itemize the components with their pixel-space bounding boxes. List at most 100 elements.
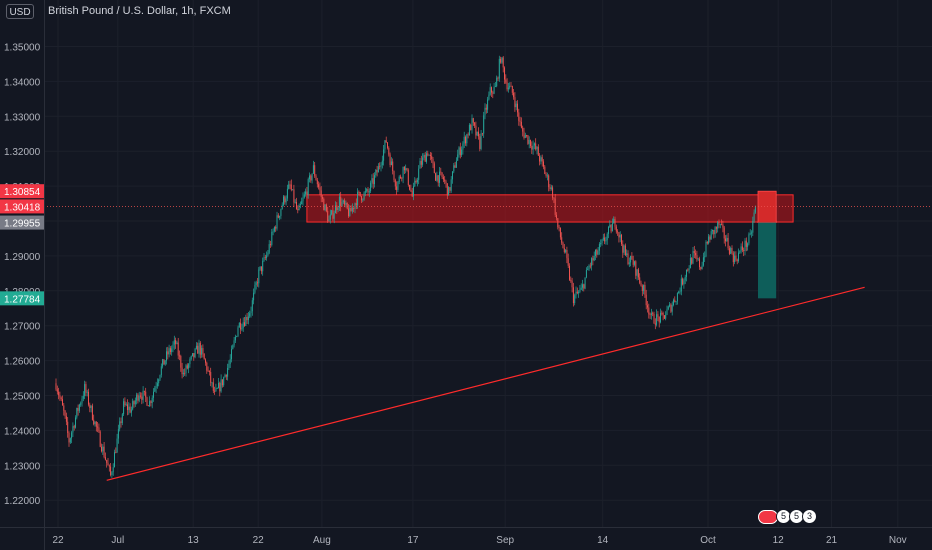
candle-body [474, 122, 476, 126]
candle-body [392, 161, 394, 172]
candle-body [485, 107, 487, 110]
resistance-zone[interactable] [306, 194, 794, 223]
candle-body [335, 205, 336, 214]
candle-body [91, 405, 93, 420]
candle-body [669, 304, 671, 307]
candle-body [55, 383, 57, 390]
candle-body [684, 276, 686, 281]
candle-body [307, 179, 309, 195]
candle-body [435, 173, 437, 181]
candle-body [734, 255, 736, 263]
resistance-zone-layer[interactable] [306, 194, 794, 223]
candle-body [433, 163, 435, 174]
candle-body [665, 314, 667, 319]
candle-body [604, 237, 606, 242]
candle-body [366, 189, 368, 192]
candle-body [393, 171, 395, 181]
candle-body [211, 382, 213, 384]
y-tick-label: 1.25000 [4, 392, 41, 403]
support-trendline[interactable] [106, 286, 865, 481]
candle-body [214, 390, 216, 392]
candle-body [643, 284, 645, 291]
candle-body [374, 175, 375, 185]
candle-body [691, 258, 693, 264]
candle-body [231, 349, 232, 360]
stop-loss-zone[interactable] [757, 190, 777, 223]
candle-body [69, 438, 71, 443]
candle-body [271, 231, 273, 245]
candle-body [683, 280, 685, 285]
candle-body [159, 375, 161, 380]
candle-body [394, 180, 396, 187]
currency-badge[interactable]: USD [6, 4, 34, 19]
candle-body [259, 266, 261, 270]
candle-body [674, 299, 676, 303]
candle-body [316, 180, 318, 185]
candle-body [712, 229, 713, 232]
price-label-text: 1.27784 [4, 294, 41, 305]
candle-body [199, 342, 201, 355]
y-tick-label: 1.29000 [4, 252, 41, 263]
candle-body [630, 255, 632, 263]
take-profit-zone[interactable] [758, 222, 777, 299]
x-tick-label: 13 [188, 535, 200, 546]
candle-body [168, 348, 170, 355]
candle-body [419, 160, 421, 169]
event-badge-3[interactable]: 3 [802, 509, 817, 524]
candle-body [123, 401, 125, 415]
candle-body [345, 202, 347, 205]
candle-body [475, 125, 477, 136]
candle-body [641, 285, 643, 291]
candle-body [537, 146, 539, 156]
y-tick-label: 1.34000 [4, 77, 41, 88]
candle-body [309, 175, 310, 180]
candle-body [359, 191, 361, 197]
candle-body [379, 166, 381, 168]
candle-body [636, 269, 638, 276]
candle-body [448, 187, 450, 196]
x-axis[interactable]: 22 Jul 13 22 Aug 17 Sep 14 Oct 12 21 Nov [52, 535, 906, 546]
x-tick-label: 22 [52, 535, 64, 546]
candle-body [77, 407, 79, 411]
candle-body [644, 284, 646, 295]
candle-body [556, 214, 557, 219]
candle-body [635, 261, 637, 276]
candle-body [452, 171, 453, 180]
candle-body [124, 401, 126, 406]
candle-body [608, 227, 609, 234]
candle-body [745, 240, 747, 247]
x-tick-label: Jul [111, 535, 124, 546]
trendline-layer[interactable] [106, 286, 865, 481]
candle-body [721, 223, 723, 225]
candle-body [598, 244, 600, 251]
candle-body [682, 278, 684, 285]
candle-body [591, 258, 593, 266]
chart-title[interactable]: British Pound / U.S. Dollar, 1h, FXCM [48, 5, 231, 17]
candle-body [315, 175, 317, 181]
candle-body [483, 115, 485, 134]
candle-body [88, 391, 89, 405]
y-tick-label: 1.33000 [4, 112, 41, 123]
position-tool[interactable] [757, 190, 777, 299]
candle-body [353, 207, 355, 209]
candle-body [142, 390, 144, 400]
candle-body [509, 85, 511, 88]
price-label-text: 1.30854 [4, 187, 41, 198]
candle-body [602, 237, 604, 240]
candle-body [115, 452, 117, 454]
candle-body [358, 191, 360, 193]
candle-body [752, 221, 754, 233]
event-badges[interactable]: 5 5 3 [758, 509, 817, 524]
candle-body [114, 452, 115, 468]
candle-body [362, 199, 364, 201]
candle-body [409, 184, 411, 190]
candle-body [146, 397, 148, 406]
candle-body [223, 377, 225, 386]
candle-body [437, 175, 439, 183]
candle-body [517, 103, 518, 113]
candle-body [224, 374, 226, 378]
candle-body [631, 255, 633, 260]
price-label-box [0, 199, 44, 214]
candle-body [336, 205, 338, 211]
